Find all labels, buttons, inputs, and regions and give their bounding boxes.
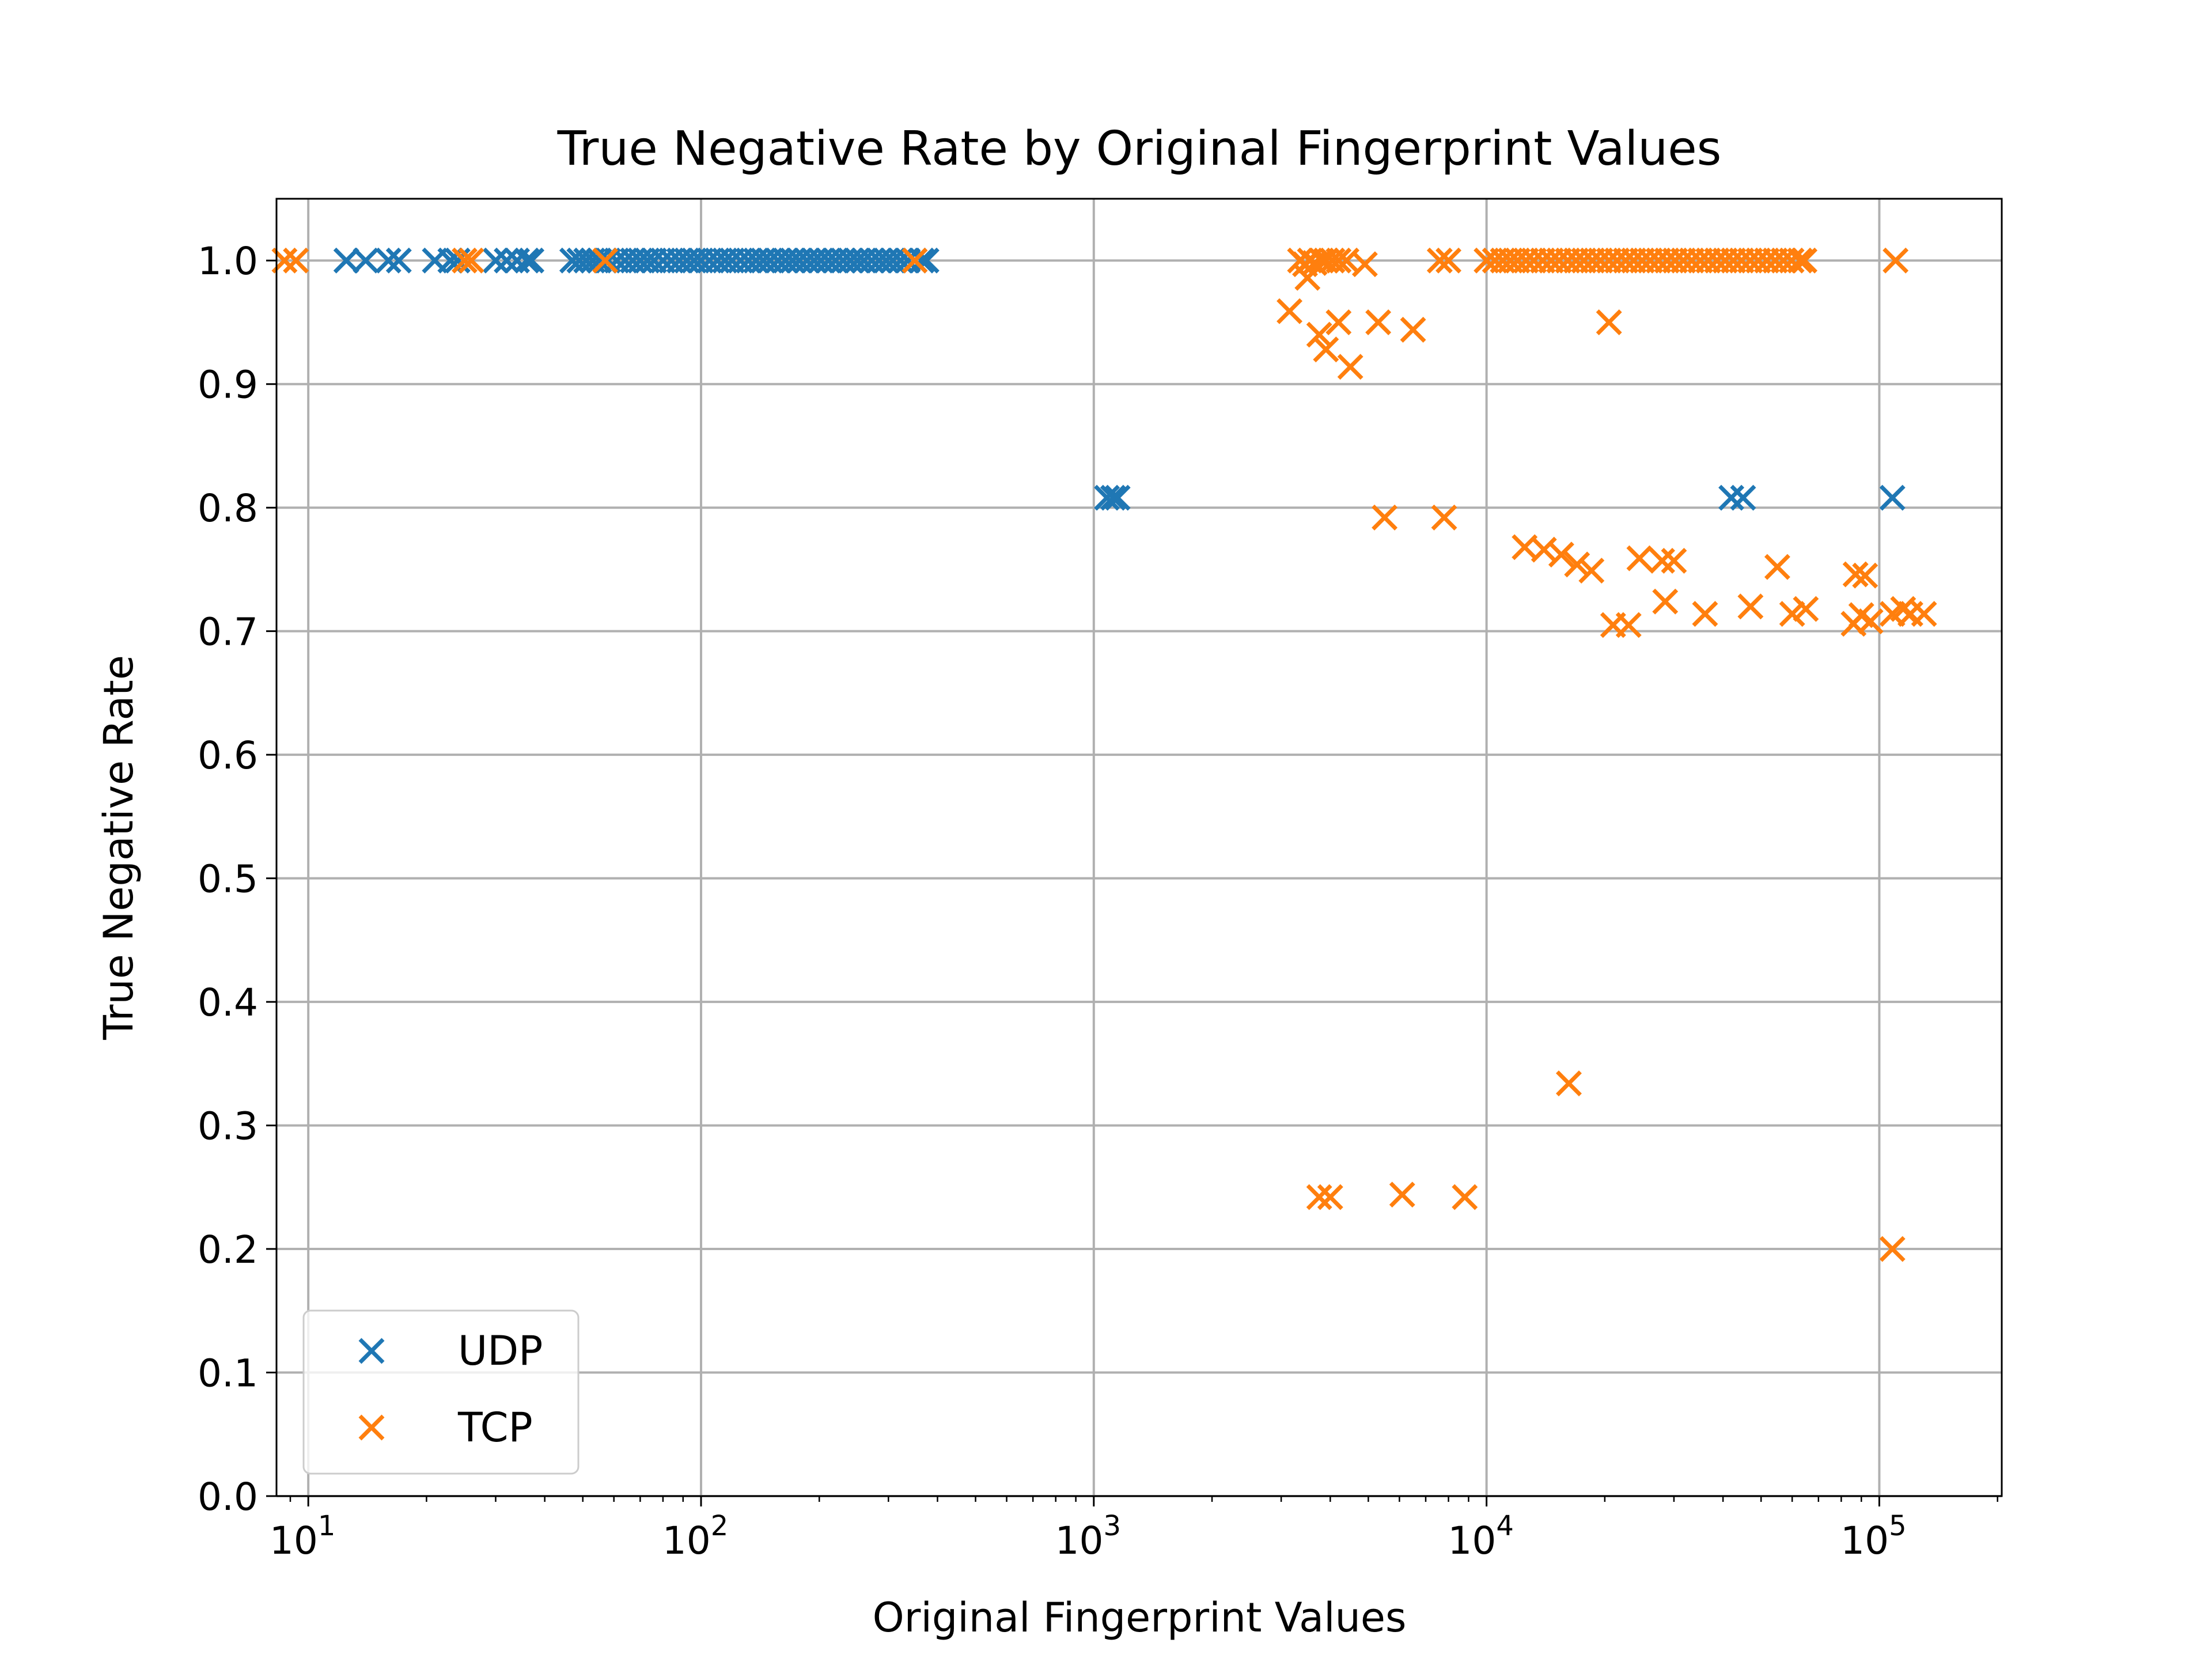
legend-marker-tcp-x [358, 1414, 385, 1441]
data-point-udp [375, 247, 402, 274]
data-point-tcp [1337, 354, 1363, 380]
data-point-udp [385, 247, 412, 274]
data-point-udp [518, 247, 545, 274]
data-point-tcp [1548, 542, 1574, 568]
data-point-tcp [1692, 601, 1718, 627]
data-point-tcp [1313, 336, 1339, 363]
data-point-tcp [283, 247, 309, 274]
data-point-tcp [1400, 316, 1426, 343]
y-tick-label: 1.0 [198, 239, 258, 283]
data-point-tcp [1578, 558, 1605, 584]
chart-title: True Negative Rate by Original Fingerpri… [557, 122, 1722, 176]
data-point-tcp [1883, 247, 1909, 274]
y-tick-label: 0.7 [198, 610, 258, 654]
y-tick-label: 0.5 [198, 857, 258, 902]
data-point-tcp [1556, 1070, 1582, 1097]
data-point-tcp [1426, 247, 1453, 274]
data-point-tcp [1351, 251, 1378, 278]
data-point-tcp [1306, 1184, 1332, 1210]
data-point-tcp [1372, 504, 1398, 531]
data-point-tcp [1596, 309, 1622, 335]
data-point-tcp [1531, 536, 1557, 563]
data-point-tcp [1661, 547, 1687, 574]
data-point-tcp [1389, 1182, 1415, 1208]
data-point-udp [1718, 484, 1745, 511]
y-tick-label: 0.2 [198, 1228, 258, 1272]
data-point-tcp [1277, 298, 1303, 324]
x-tick-label: 103 [1055, 1510, 1122, 1563]
data-point-udp [1100, 484, 1126, 511]
data-point-tcp [1911, 601, 1937, 627]
y-tick-label: 0.8 [198, 486, 258, 531]
legend-marker-udp-x [358, 1338, 385, 1364]
data-point-udp [513, 247, 540, 274]
data-point-tcp [1626, 545, 1653, 571]
legend-label-udp: UDP [458, 1327, 543, 1375]
data-point-tcp [1564, 551, 1590, 578]
data-point-udp [483, 247, 509, 274]
legend-marker-udp [358, 1338, 385, 1364]
data-point-tcp [902, 247, 928, 274]
data-point-tcp [1317, 1184, 1343, 1210]
data-points [271, 247, 1937, 1262]
data-point-tcp [458, 247, 484, 274]
data-point-udp [353, 247, 379, 274]
data-point-tcp [1325, 247, 1352, 274]
y-tick-label: 0.0 [198, 1475, 258, 1519]
data-point-udp [1879, 484, 1906, 511]
data-point-tcp [1852, 562, 1878, 589]
data-point-tcp [1435, 247, 1462, 274]
legend: UDP TCP [302, 1309, 579, 1475]
y-tick-label: 0.4 [198, 980, 258, 1025]
data-point-tcp [1649, 547, 1675, 574]
data-point-tcp [1365, 309, 1392, 335]
y-tick-label: 0.9 [198, 363, 258, 407]
axes-frame [275, 198, 2003, 1497]
data-point-tcp [1325, 309, 1352, 335]
data-point-tcp [1306, 321, 1332, 348]
legend-label-tcp: TCP [457, 1404, 533, 1451]
legend-marker-tcp [358, 1414, 385, 1441]
data-point-tcp [1294, 264, 1321, 291]
data-point-udp [333, 247, 359, 274]
y-axis-label: True Negative Rate [95, 655, 142, 1040]
data-point-tcp [1431, 504, 1457, 531]
data-point-tcp [1842, 561, 1869, 588]
data-point-udp [913, 247, 940, 274]
y-tick-label: 0.3 [198, 1104, 258, 1149]
data-point-tcp [1615, 612, 1642, 638]
data-point-tcp [1879, 1236, 1906, 1262]
data-point-udp [908, 247, 935, 274]
y-tick-label: 0.1 [198, 1351, 258, 1396]
data-point-tcp [1779, 601, 1805, 627]
y-tick-label: 0.6 [198, 733, 258, 778]
data-point-tcp [592, 247, 619, 274]
data-point-udp [1104, 484, 1131, 511]
data-point-udp [1730, 484, 1756, 511]
data-point-udp [1094, 484, 1120, 511]
data-point-tcp [1452, 1184, 1478, 1210]
data-point-tcp [1652, 588, 1679, 615]
data-point-tcp [1791, 247, 1818, 274]
data-point-tcp [1764, 554, 1790, 580]
data-point-tcp [452, 247, 478, 274]
data-point-tcp [1857, 608, 1884, 634]
x-axis-label: Original Fingerprint Values [873, 1594, 1407, 1641]
data-point-tcp [1737, 593, 1764, 620]
data-point-tcp [1787, 247, 1813, 274]
data-point-tcp [1793, 596, 1819, 622]
data-point-udp [494, 247, 520, 274]
